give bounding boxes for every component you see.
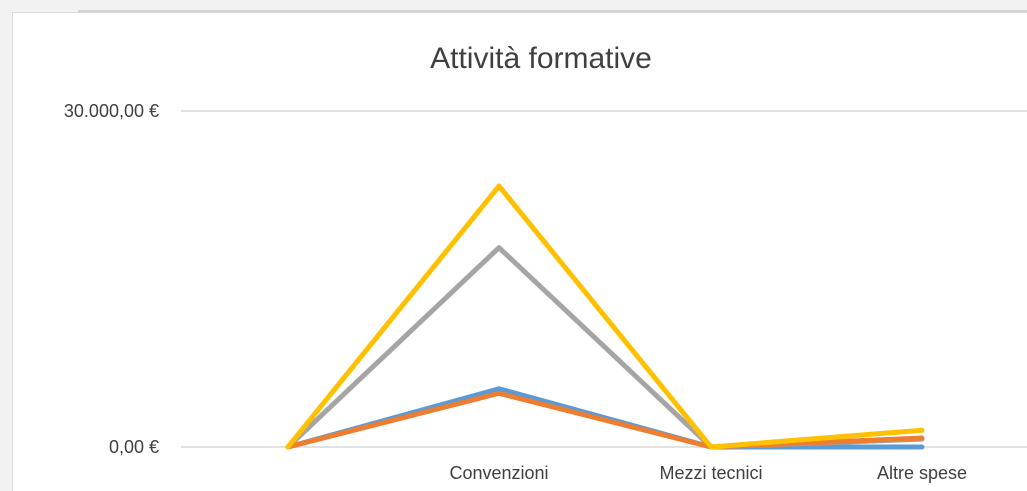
series-line-4[interactable] xyxy=(285,183,925,450)
y-tick-label: 30.000,00 € xyxy=(64,101,159,121)
gridlines xyxy=(181,110,1027,448)
x-tick-label: Convenzioni xyxy=(449,463,548,483)
line-chart: Attività formative 30.000,00 € 0,00 € Con… xyxy=(64,42,1027,483)
x-axis-ticks: Convenzioni Mezzi tecnici Altre spese xyxy=(449,463,967,483)
chart-title: Attività formative xyxy=(430,42,652,75)
series-line-3[interactable] xyxy=(285,390,925,450)
x-tick-label: Mezzi tecnici xyxy=(659,463,762,483)
y-axis-ticks: 30.000,00 € 0,00 € xyxy=(64,101,159,457)
chart-area[interactable]: Attività formative 30.000,00 € 0,00 € Con… xyxy=(12,12,1027,491)
series-lines xyxy=(285,183,925,450)
sheet-top-border xyxy=(78,0,1027,12)
x-tick-label: Altre spese xyxy=(877,463,967,483)
y-tick-label: 0,00 € xyxy=(109,437,159,457)
